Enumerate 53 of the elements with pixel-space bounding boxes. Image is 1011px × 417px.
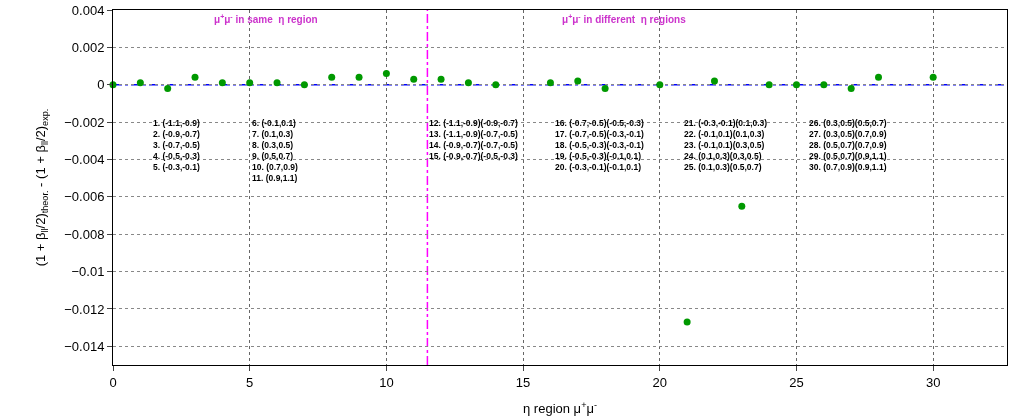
annotation: μ$^{+}$μ$^{-}$ in same η region xyxy=(214,13,318,26)
y-tick-label: −0.006 xyxy=(64,189,105,205)
point xyxy=(847,84,855,92)
point xyxy=(328,73,336,81)
point xyxy=(710,77,718,85)
x-tick-label: 25 xyxy=(789,374,804,390)
annotation: 21. (-0.3,-0.1)(0.1,0.3) 22. (-0.1,0.1)(0.1,0.3) 23. (-0.1,0.1)(0.3,0.5) 24. (0.1,0.3)(0.3,0.5) 25. (0.1,0.3)(0.5,0.7) xyxy=(684,118,768,173)
point xyxy=(464,79,472,87)
point xyxy=(546,79,554,87)
point xyxy=(601,84,609,92)
y-tick-label: −0.012 xyxy=(64,301,105,317)
annotation: 1. (-1.1,-0.9) 2. (-0.9,-0.7) 3. (-0.7,-0.5) 4. (-0.5,-0.3) 5. (-0.3,-0.1) xyxy=(153,118,200,173)
point xyxy=(164,84,172,92)
annotation: 12. (-1.1,-0.9)(-0.9,-0.7) 13. (-1.1,-0.9)(-0.7,-0.5) 14. (-0.9,-0.7)(-0.7,-0.5) 15. (-0.9,-0.7)(-0.5,-0.3) xyxy=(429,118,518,162)
y-tick-label: −0.014 xyxy=(64,338,105,354)
y-tick-label: 0.004 xyxy=(71,2,105,18)
x-tick-label: 30 xyxy=(925,374,941,390)
y-tick-label: −0.008 xyxy=(64,226,105,242)
y-tick-label: 0 xyxy=(97,77,105,93)
point xyxy=(738,202,746,210)
x-tick-label: 10 xyxy=(379,374,394,390)
x-axis-title: η region μ$^{+}$μ$^{-}$ xyxy=(523,399,597,417)
point xyxy=(656,81,664,89)
annotation: 26. (0.3,0.5)(0.5,0.7) 27. (0.3,0.5)(0.7,0.9) 28. (0.5,0.7)(0.7,0.9) 29. (0.5,0.7)(0.9,1.1) 30. (0.7,0.9)(0.9,1.1) xyxy=(809,118,887,173)
x-tick-label: 15 xyxy=(515,374,531,390)
y-tick-label: −0.004 xyxy=(64,152,105,168)
point xyxy=(437,75,445,83)
point xyxy=(273,79,281,87)
point xyxy=(246,79,254,87)
point xyxy=(875,73,882,81)
point xyxy=(218,79,226,87)
y-tick-label: −0.01 xyxy=(71,264,105,280)
y-tick-label: 0.002 xyxy=(71,39,105,55)
y-tick-label: −0.002 xyxy=(64,114,105,130)
point xyxy=(355,73,363,81)
point xyxy=(574,77,582,85)
point xyxy=(765,81,773,89)
x-tick-label: 5 xyxy=(246,374,254,390)
point xyxy=(492,81,500,89)
point xyxy=(683,318,691,326)
point xyxy=(410,75,418,83)
annotation: 16. (-0.7,-0.5)(-0.5,-0.3) 17. (-0.7,-0.5)(-0.3,-0.1) 18. (-0.5,-0.3)(-0.3,-0.1) 19. (-0.5,-0.3)(-0.1,0.1) 20. (-0.3,-0.1)(-0.1,0.1) xyxy=(555,118,644,173)
point xyxy=(820,81,828,89)
annotation: 6. (-0.1,0.1) 7. (0.1,0.3) 8. (0.3,0.5) 9. (0.5,0.7) 10. (0.7,0.9) 11. (0.9,1.1) xyxy=(252,118,298,184)
point xyxy=(382,70,390,78)
point xyxy=(191,73,199,81)
point xyxy=(929,73,937,81)
point xyxy=(792,81,800,89)
x-tick-label: 0 xyxy=(109,374,117,390)
x-tick-label: 20 xyxy=(652,374,668,390)
point xyxy=(300,81,308,89)
point xyxy=(136,79,144,87)
annotation: μ$^{+}$μ$^{-}$ in different η regions xyxy=(562,13,687,26)
